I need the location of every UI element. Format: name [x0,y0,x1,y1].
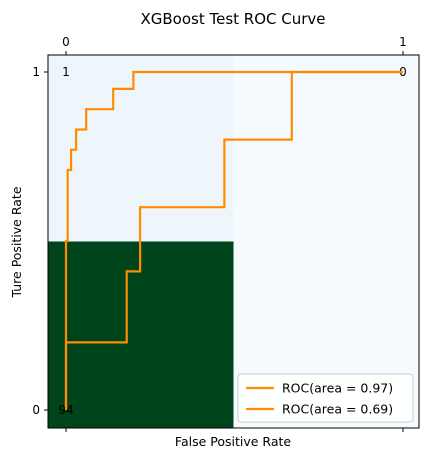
top-tick-label: 1 [399,35,407,49]
heatmap-cell [48,241,234,428]
x-axis-label: False Positive Rate [175,434,291,449]
heatmap-cells [48,55,419,428]
left-tick-label: 0 [32,403,40,417]
roc-curves [64,70,403,410]
roc-curve-2 [64,70,403,410]
legend-entry-label: ROC(area = 0.97) [282,381,393,396]
roc-curve-1 [64,70,403,410]
chart-title: XGBoost Test ROC Curve [140,10,325,28]
legend-entry-label: ROC(area = 0.69) [282,402,393,417]
axis-ticks: 0 1 1 0 [32,35,407,432]
legend-box [237,373,414,423]
heatmap-cell [233,55,419,242]
top-tick-label: 0 [62,35,70,49]
left-tick-label: 1 [32,65,40,79]
heatmap-cell-text: 1 [62,65,70,79]
plot-frame [47,54,420,429]
legend: ROC(area = 0.97) ROC(area = 0.69) [237,373,414,423]
y-axis-label: Ture Positive Rate [9,186,24,298]
